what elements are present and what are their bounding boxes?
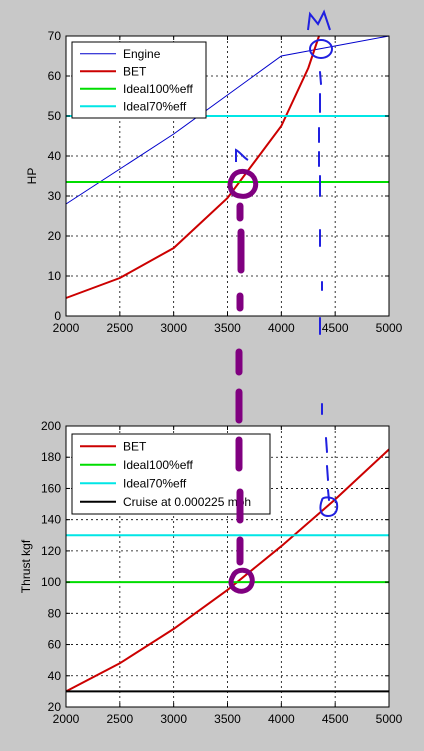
- y-tick-label: 120: [41, 544, 61, 558]
- x-tick-label: 3500: [214, 712, 241, 726]
- legend-entry: Ideal100%eff: [123, 82, 194, 96]
- legend-entry: BET: [123, 64, 147, 78]
- y-tick-label: 50: [48, 109, 62, 123]
- y-tick-label: 60: [48, 69, 62, 83]
- legend-entry: Ideal100%eff: [123, 458, 194, 472]
- x-tick-label: 4000: [268, 712, 295, 726]
- blue-scribble-top: [235, 148, 249, 162]
- series-line-0: [65, 35, 390, 205]
- x-tick-label: 5000: [376, 712, 403, 726]
- y-tick-label: 80: [48, 606, 62, 620]
- legend-entry: Engine: [123, 47, 161, 61]
- y-axis-label: HP: [25, 168, 39, 185]
- x-tick-label: 3500: [214, 321, 241, 335]
- legend-entry: Ideal70%eff: [123, 476, 187, 490]
- y-tick-label: 70: [48, 29, 62, 43]
- thrust-chart: 2000 2500 3000 3500 4000 4500 5000 20 40 60 80 100 1…: [19, 419, 403, 726]
- x-tick-label: 4500: [322, 321, 349, 335]
- blue-dash: [326, 465, 329, 481]
- y-tick-label: 160: [41, 481, 61, 495]
- x-tick-label: 3000: [160, 321, 187, 335]
- blue-circle-top: [309, 39, 333, 59]
- x-tick-label: 2000: [53, 712, 80, 726]
- y-tick-label: 0: [54, 309, 61, 323]
- hp-chart: 2000 2500 3000 3500 4000 4500 5000 0 10 20 30 40 50 6…: [25, 29, 403, 335]
- y-tick-label: 200: [41, 419, 61, 433]
- x-tick-label: 5000: [376, 321, 403, 335]
- y-tick-label: 180: [41, 450, 61, 464]
- blue-dash: [327, 489, 330, 501]
- legend-entry: Cruise at 0.000225 mph: [123, 495, 251, 509]
- y-tick-label: 60: [48, 638, 62, 652]
- x-tick-label: 4000: [268, 321, 295, 335]
- legend-entry: Ideal70%eff: [123, 99, 187, 113]
- purple-circle-top: [227, 169, 259, 199]
- y-tick-label: 20: [48, 229, 62, 243]
- series-line-1: [65, 35, 320, 299]
- y-tick-label: 30: [48, 189, 62, 203]
- blue-dash: [325, 437, 328, 453]
- x-tick-label: 2500: [106, 321, 133, 335]
- hand-drawn-annotations: [227, 9, 339, 594]
- y-tick-label: 100: [41, 575, 61, 589]
- y-tick-label: 20: [48, 700, 62, 714]
- x-tick-label: 3000: [160, 712, 187, 726]
- y-tick-label: 40: [48, 149, 62, 163]
- y-axis-label: Thrust kgf: [19, 539, 33, 593]
- x-tick-label: 4500: [322, 712, 349, 726]
- legend-entry: BET: [123, 439, 147, 453]
- y-tick-label: 10: [48, 269, 62, 283]
- blue-letter-m: [307, 9, 331, 31]
- blue-circle-bottom: [319, 496, 339, 518]
- blue-dash: [319, 71, 322, 85]
- x-tick-label: 2000: [53, 321, 80, 335]
- y-tick-label: 40: [48, 669, 62, 683]
- purple-circle-bottom: [228, 567, 255, 594]
- x-tick-label: 2500: [106, 712, 133, 726]
- y-tick-label: 140: [41, 513, 61, 527]
